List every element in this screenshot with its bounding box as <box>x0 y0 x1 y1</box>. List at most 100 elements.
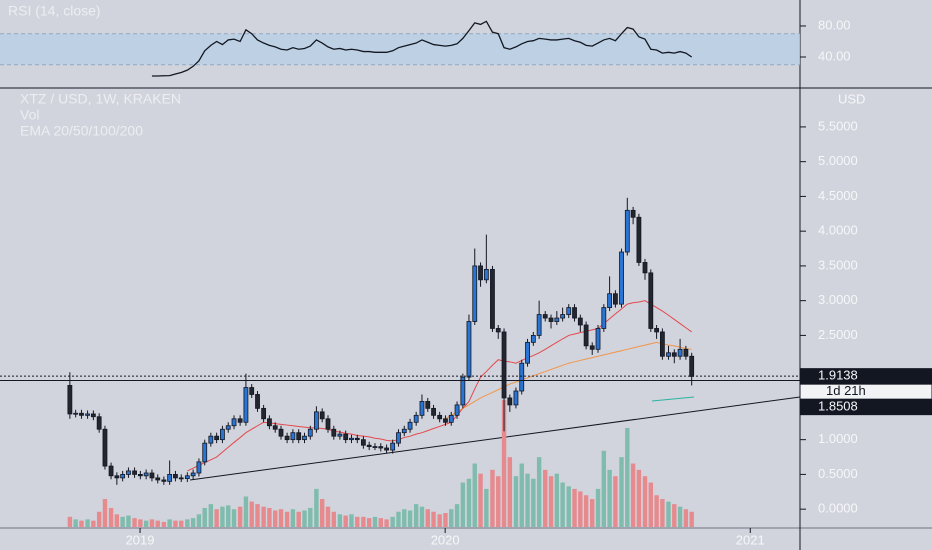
volume-bar <box>683 509 689 527</box>
volume-bar <box>554 473 560 527</box>
volume-bar <box>366 518 372 527</box>
candle-body <box>261 407 267 420</box>
volume-bar <box>296 511 301 527</box>
volume-legend: Vol <box>20 107 39 123</box>
volume-bar <box>566 486 571 527</box>
candle-body <box>67 385 73 415</box>
volume-bar <box>149 519 155 527</box>
volume-bar <box>490 469 495 527</box>
candle-body <box>666 352 671 357</box>
candle-body <box>654 328 659 333</box>
volume-bar <box>413 504 419 527</box>
candle-body <box>572 307 577 319</box>
volume-bar <box>155 520 160 527</box>
x-tick-label: 2019 <box>126 532 155 547</box>
volume-bar <box>226 505 231 527</box>
volume-bar <box>437 514 442 527</box>
volume-bar <box>343 515 348 527</box>
volume-bar <box>138 519 143 527</box>
candle-body <box>307 428 313 437</box>
volume-bar <box>361 516 366 527</box>
volume-bar <box>654 495 659 527</box>
candle-body <box>619 251 624 305</box>
candle-body <box>460 376 466 406</box>
volume-bar <box>583 495 589 527</box>
volume-bar <box>630 463 636 527</box>
volume-bar <box>613 476 618 527</box>
rsi-tick-label: 80.00 <box>818 17 851 32</box>
volume-bar <box>501 400 507 527</box>
volume-bar <box>572 488 577 527</box>
candle-body <box>525 341 530 364</box>
volume-bar <box>419 506 425 527</box>
volume-bar <box>126 515 131 527</box>
volume-bar <box>636 469 642 527</box>
volume-bar <box>185 519 190 527</box>
candle-body <box>560 314 566 319</box>
volume-bar <box>519 463 524 527</box>
volume-bar <box>337 514 343 527</box>
y-tick-label: 5.0000 <box>818 153 858 168</box>
volume-bar <box>73 519 78 527</box>
volume-bar <box>67 516 73 527</box>
candle-body <box>630 209 636 218</box>
candle-body <box>490 268 495 329</box>
candle-body <box>220 428 225 441</box>
candle-body <box>184 475 190 479</box>
volume-bar <box>431 511 436 527</box>
countdown-box <box>799 383 932 400</box>
volume-bar <box>677 506 683 527</box>
volume-bar <box>466 478 472 527</box>
candle-body <box>290 432 296 441</box>
candle-body <box>548 317 554 322</box>
candle-body <box>343 433 349 441</box>
candle-body <box>401 428 407 434</box>
candle-body <box>237 418 243 423</box>
candle-body <box>302 435 307 441</box>
volume-bar <box>308 507 313 527</box>
volume-bar <box>120 516 125 527</box>
volume-bar <box>642 476 648 527</box>
volume-bar <box>161 521 167 527</box>
candle-body <box>243 387 249 423</box>
y-tick-label: 1.0000 <box>818 431 858 446</box>
volume-bar <box>543 469 548 527</box>
candle-body <box>607 293 613 309</box>
symbol-legend: XTZ / USD, 1W, KRAKEN <box>20 91 181 107</box>
volume-bar <box>407 510 413 527</box>
volume-bar <box>601 450 607 527</box>
candle-body <box>149 472 155 479</box>
volume-bar <box>525 473 530 527</box>
x-tick-label: 2021 <box>736 532 765 547</box>
y-tick-label: 3.5000 <box>818 257 858 272</box>
candle-body <box>689 355 695 377</box>
candle-body <box>73 412 79 415</box>
currency-label: USD <box>838 91 865 106</box>
volume-bar <box>196 514 202 527</box>
candle-body <box>267 418 272 427</box>
volume-bar <box>560 482 565 527</box>
last-price-label: 1.9138 <box>818 368 858 383</box>
volume-bar <box>607 469 612 527</box>
candle-body <box>85 413 90 416</box>
candle-body <box>96 416 102 430</box>
volume-bar <box>355 516 360 527</box>
volume-bar <box>443 513 448 527</box>
candle-body <box>126 470 131 475</box>
volume-bar <box>278 509 284 527</box>
ema-fragment <box>651 396 695 402</box>
rsi-line <box>151 20 693 77</box>
volume-bar <box>402 509 407 527</box>
volume-bar <box>590 499 595 527</box>
x-tick-label: 2020 <box>431 532 460 547</box>
candle-body <box>501 331 507 399</box>
candle-body <box>495 328 501 333</box>
candle-body <box>595 328 601 350</box>
candle-body <box>114 475 120 479</box>
volume-bar <box>425 509 430 527</box>
candle-body <box>454 404 460 416</box>
ema-legend: EMA 20/50/100/200 <box>20 123 143 139</box>
volume-bar <box>85 519 90 527</box>
